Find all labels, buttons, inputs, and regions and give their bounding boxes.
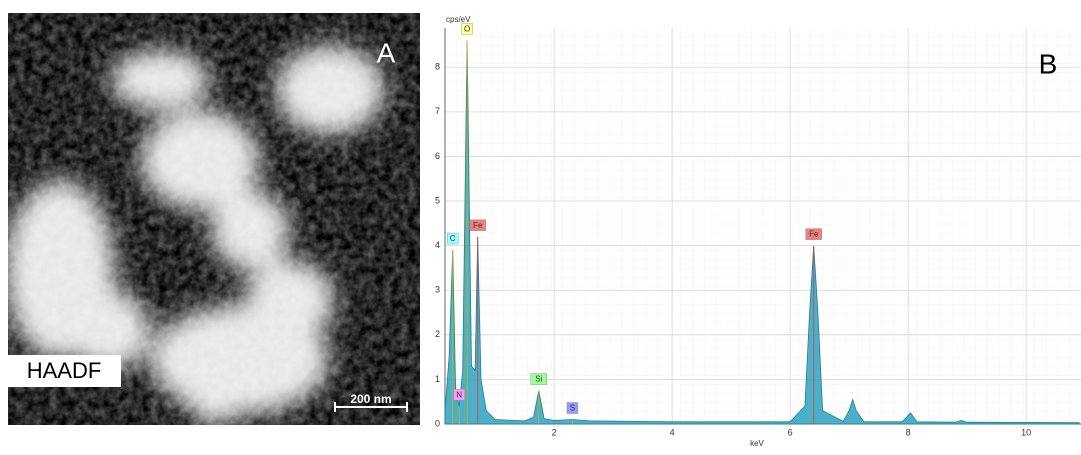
x-tick-label: 4 (670, 427, 675, 437)
peak-label: O (464, 25, 470, 34)
peak-label: S (570, 404, 575, 413)
peak-label: C (450, 234, 456, 243)
peak-label: Fe (473, 221, 483, 230)
x-tick-label: 10 (1021, 427, 1031, 437)
scale-bar-label: 200 nm (350, 392, 391, 406)
peak-label-box (530, 373, 548, 385)
peak-label-box (453, 388, 465, 401)
peak-label-box (469, 219, 486, 231)
peak-label: Fe (809, 230, 819, 239)
peak-label: Si (535, 375, 542, 384)
y-tick-label: 8 (435, 62, 440, 72)
y-tick-label: 6 (435, 151, 440, 161)
y-tick-label: 1 (435, 374, 440, 384)
y-tick-label: 0 (435, 418, 440, 428)
y-tick-label: 7 (435, 106, 440, 116)
x-tick-label: 6 (788, 427, 793, 437)
peak-label: N (456, 390, 462, 399)
y-tick-label: 4 (435, 240, 440, 250)
label-box (8, 355, 121, 387)
plot-area (445, 28, 1081, 424)
x-axis-label: keV (750, 439, 764, 448)
y-tick-label: 2 (435, 329, 440, 339)
peak-label-box (446, 232, 459, 245)
haadf-image (8, 13, 420, 425)
scale-bar (334, 402, 408, 412)
x-tick-label: 8 (906, 427, 911, 437)
peak-label-box (805, 228, 822, 240)
panel-label: B (1039, 48, 1058, 79)
y-tick-label: 5 (435, 195, 440, 205)
peak-label-box (461, 23, 473, 35)
panel-label: A (377, 37, 396, 68)
spectrum-area (444, 40, 1080, 425)
y-tick-label: 3 (435, 285, 440, 295)
y-axis-label: cps/eV (446, 15, 471, 24)
mode-label: HAADF (27, 358, 102, 383)
x-tick-label: 2 (552, 427, 557, 437)
peak-label-box (566, 402, 579, 414)
